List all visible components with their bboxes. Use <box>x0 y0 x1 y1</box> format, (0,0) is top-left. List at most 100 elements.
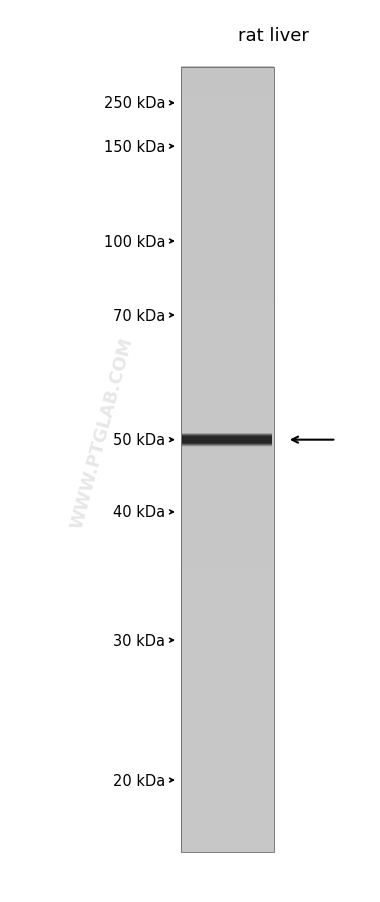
Bar <box>180 828 274 832</box>
Bar <box>180 713 274 716</box>
Bar <box>180 655 274 658</box>
Bar <box>180 192 274 196</box>
Bar <box>180 344 274 347</box>
Bar <box>180 82 274 86</box>
Bar <box>180 631 274 635</box>
Bar <box>180 773 274 777</box>
Bar <box>180 750 274 753</box>
Bar <box>180 700 274 704</box>
Bar <box>180 668 274 672</box>
Bar <box>180 159 274 161</box>
Bar <box>180 130 274 133</box>
Bar <box>180 707 274 711</box>
Bar <box>180 697 274 701</box>
Bar <box>180 815 274 818</box>
Bar <box>180 637 274 640</box>
Bar <box>180 284 274 288</box>
Bar <box>180 213 274 216</box>
Bar <box>180 294 274 298</box>
Bar <box>180 768 274 771</box>
Bar <box>180 529 274 533</box>
Bar <box>180 676 274 680</box>
Bar <box>180 114 274 117</box>
Bar <box>180 849 274 852</box>
Text: 20 kDa: 20 kDa <box>113 773 165 787</box>
Bar <box>180 493 274 497</box>
Bar <box>180 838 274 842</box>
Bar <box>180 208 274 211</box>
Bar <box>180 619 274 622</box>
Bar <box>180 226 274 230</box>
Bar <box>180 666 274 669</box>
Bar <box>180 640 274 643</box>
Bar <box>180 496 274 499</box>
Bar <box>180 153 274 157</box>
Bar <box>180 723 274 727</box>
Bar <box>180 459 274 463</box>
Bar <box>180 98 274 102</box>
Bar <box>180 843 274 847</box>
Bar <box>180 467 274 471</box>
Bar <box>180 721 274 724</box>
Bar <box>180 297 274 300</box>
Bar <box>180 79 274 83</box>
Bar <box>180 224 274 227</box>
Bar <box>180 548 274 551</box>
Bar <box>180 396 274 400</box>
Bar <box>180 221 274 225</box>
Bar <box>180 320 274 324</box>
Bar <box>180 323 274 327</box>
Bar <box>180 96 274 99</box>
Bar <box>180 608 274 612</box>
Bar <box>180 546 274 549</box>
Bar <box>180 538 274 541</box>
Bar <box>180 810 274 814</box>
Bar <box>180 582 274 585</box>
Bar <box>180 375 274 379</box>
Bar <box>180 446 274 449</box>
Bar <box>180 391 274 394</box>
Bar <box>180 733 274 737</box>
Bar <box>180 598 274 602</box>
Bar <box>180 692 274 695</box>
Bar <box>180 762 274 766</box>
Bar <box>180 781 274 785</box>
Bar <box>180 759 274 763</box>
Bar <box>180 357 274 361</box>
Bar <box>180 258 274 262</box>
Bar <box>180 451 274 455</box>
Bar <box>180 250 274 253</box>
Bar <box>180 85 274 88</box>
Bar <box>180 438 274 442</box>
Bar <box>180 140 274 143</box>
Bar <box>180 143 274 146</box>
Bar <box>180 287 274 290</box>
Bar <box>180 703 274 706</box>
Bar <box>180 349 274 353</box>
Bar <box>180 605 274 609</box>
Bar <box>180 616 274 620</box>
Bar <box>180 556 274 559</box>
Bar <box>180 156 274 159</box>
Bar <box>180 621 274 625</box>
Bar <box>180 313 274 316</box>
Text: 100 kDa: 100 kDa <box>104 235 165 249</box>
Bar <box>180 689 274 693</box>
Bar <box>180 511 274 515</box>
Bar <box>180 558 274 562</box>
Bar <box>180 354 274 358</box>
Bar <box>180 483 274 486</box>
Bar <box>180 770 274 774</box>
Bar <box>180 346 274 350</box>
Bar <box>180 134 274 138</box>
Bar <box>180 399 274 402</box>
Bar <box>180 532 274 536</box>
Bar <box>180 425 274 428</box>
Bar <box>180 755 274 759</box>
Bar <box>180 415 274 419</box>
Bar <box>180 726 274 730</box>
Bar <box>180 805 274 808</box>
Bar <box>180 279 274 282</box>
Bar <box>180 454 274 457</box>
Bar <box>180 786 274 789</box>
